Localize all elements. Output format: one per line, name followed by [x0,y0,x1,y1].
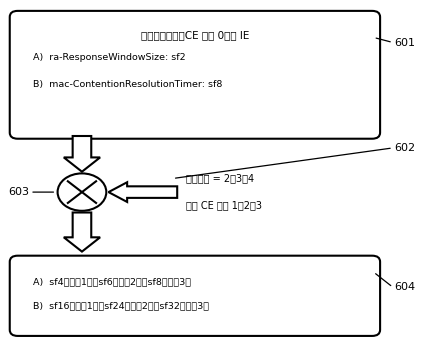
Text: B)  mac-ContentionResolutionTimer: sf8: B) mac-ContentionResolutionTimer: sf8 [33,80,222,89]
Text: B)  sf16（水平1），sf24（水平2），sf32（水平3）: B) sf16（水平1），sf24（水平2），sf32（水平3） [33,301,209,310]
Text: 针对正常覆盖（CE 水平 0）的 IE: 针对正常覆盖（CE 水平 0）的 IE [141,30,249,40]
Text: 乘数因子 = 2，3，4: 乘数因子 = 2，3，4 [186,174,254,184]
Polygon shape [64,136,100,172]
Text: 603: 603 [8,187,29,197]
Text: 针对 CE 水平 1，2，3: 针对 CE 水平 1，2，3 [186,201,262,210]
Text: 604: 604 [394,282,416,292]
Text: 601: 601 [394,37,415,48]
Text: A)  sf4（水平1），sf6（水平2），sf8（水平3）: A) sf4（水平1），sf6（水平2），sf8（水平3） [33,277,191,286]
Circle shape [58,173,106,211]
FancyBboxPatch shape [10,11,380,139]
Text: A)  ra-ResponseWindowSize: sf2: A) ra-ResponseWindowSize: sf2 [33,53,186,62]
Text: 602: 602 [394,143,416,153]
Polygon shape [109,182,177,202]
FancyBboxPatch shape [10,256,380,336]
Polygon shape [64,212,100,252]
